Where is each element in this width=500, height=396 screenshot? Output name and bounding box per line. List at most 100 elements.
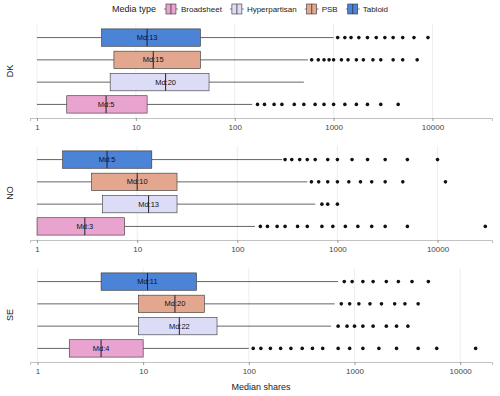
marks xyxy=(37,273,477,357)
outlier xyxy=(345,324,349,328)
outlier xyxy=(305,158,309,162)
outlier xyxy=(322,58,326,62)
box-plot xyxy=(37,173,447,190)
legend-key-median xyxy=(352,4,353,14)
box-plot xyxy=(37,340,477,357)
median-labels: Md:4Md:22Md:20Md:11 xyxy=(93,277,190,353)
tick-label: 1000 xyxy=(325,123,343,132)
outlier xyxy=(415,58,419,62)
outlier xyxy=(343,36,347,40)
legend-title: Media type xyxy=(112,4,156,14)
tick-mark xyxy=(37,240,38,243)
outlier xyxy=(263,103,267,107)
box xyxy=(92,173,177,190)
median-labels: Md:5Md:20Md:15Md:13 xyxy=(98,33,176,109)
legend-entry: Hyperpartisan xyxy=(230,4,297,14)
whisker-low xyxy=(37,303,138,304)
grid-line xyxy=(37,268,38,362)
outlier xyxy=(350,158,354,162)
tick-label: 10000 xyxy=(450,367,473,376)
axis-line xyxy=(31,119,493,122)
whisker-low xyxy=(37,37,102,38)
tick-mark xyxy=(438,240,439,243)
median-label: Md:4 xyxy=(93,344,110,353)
outlier xyxy=(310,180,314,184)
outlier xyxy=(316,58,320,62)
outlier xyxy=(379,58,383,62)
whisker-high xyxy=(177,181,307,182)
median-label: Md:13 xyxy=(138,200,159,209)
outlier xyxy=(313,158,317,162)
legend-label: Hyperpartisan xyxy=(247,5,297,14)
outlier xyxy=(269,347,273,351)
tick-mark xyxy=(237,240,238,243)
outlier xyxy=(370,225,374,229)
box xyxy=(101,273,196,290)
tick: 10000 xyxy=(450,362,473,376)
tick-mark xyxy=(249,362,250,365)
whisker-high xyxy=(125,226,255,227)
box xyxy=(114,51,201,68)
grid-line xyxy=(237,146,238,240)
outlier xyxy=(406,225,410,229)
outlier xyxy=(385,280,389,284)
outlier xyxy=(370,180,374,184)
median-label: Md:5 xyxy=(99,155,116,164)
outlier xyxy=(251,347,255,351)
tick-label: 1000 xyxy=(329,245,347,254)
outlier xyxy=(336,180,340,184)
outlier xyxy=(311,347,315,351)
legend-label: Tabloid xyxy=(363,5,388,14)
box-plot xyxy=(37,96,400,113)
median-label: Md:10 xyxy=(127,177,148,186)
outlier xyxy=(290,158,294,162)
tick-mark xyxy=(37,118,38,121)
box-plot xyxy=(37,73,304,90)
outlier xyxy=(416,302,420,306)
tick: 1 xyxy=(36,362,41,376)
whisker-high xyxy=(200,37,333,38)
outlier xyxy=(444,180,448,184)
outlier xyxy=(279,347,283,351)
outlier xyxy=(361,280,365,284)
outlier xyxy=(344,225,348,229)
outlier xyxy=(366,36,370,40)
outlier xyxy=(348,302,352,306)
whisker-high xyxy=(217,326,331,327)
panel: 110100100010000DKMd:5Md:20Md:15Md:13 xyxy=(5,24,493,132)
outlier xyxy=(385,324,389,328)
tick: 10 xyxy=(133,240,142,254)
outlier xyxy=(383,36,387,40)
outlier xyxy=(383,225,387,229)
outlier xyxy=(383,158,387,162)
outlier xyxy=(361,324,365,328)
outlier xyxy=(302,103,306,107)
tick-mark xyxy=(137,240,138,243)
x-axis: 110100100010000 xyxy=(31,118,493,132)
tick: 100 xyxy=(231,240,245,254)
grid-line xyxy=(234,24,235,118)
outlier xyxy=(327,58,331,62)
outlier xyxy=(426,36,430,40)
whisker-low xyxy=(37,159,63,160)
outlier xyxy=(406,158,410,162)
outlier xyxy=(289,347,293,351)
outlier xyxy=(326,158,330,162)
outlier xyxy=(313,103,317,107)
outlier xyxy=(371,58,375,62)
legend-key xyxy=(166,4,176,14)
outlier xyxy=(361,347,365,351)
tick: 100 xyxy=(243,362,257,376)
box-plot xyxy=(37,273,430,290)
tick-label: 1 xyxy=(35,245,40,254)
tick-mark xyxy=(337,240,338,243)
median-label: Md:22 xyxy=(169,322,190,331)
outlier xyxy=(435,347,439,351)
legend-entry: Broadsheet xyxy=(164,4,223,14)
outlier xyxy=(416,347,420,351)
outlier xyxy=(296,225,300,229)
whisker-high xyxy=(177,204,315,205)
tick: 10 xyxy=(132,118,141,132)
outlier xyxy=(366,103,370,107)
legend-key xyxy=(348,4,358,14)
